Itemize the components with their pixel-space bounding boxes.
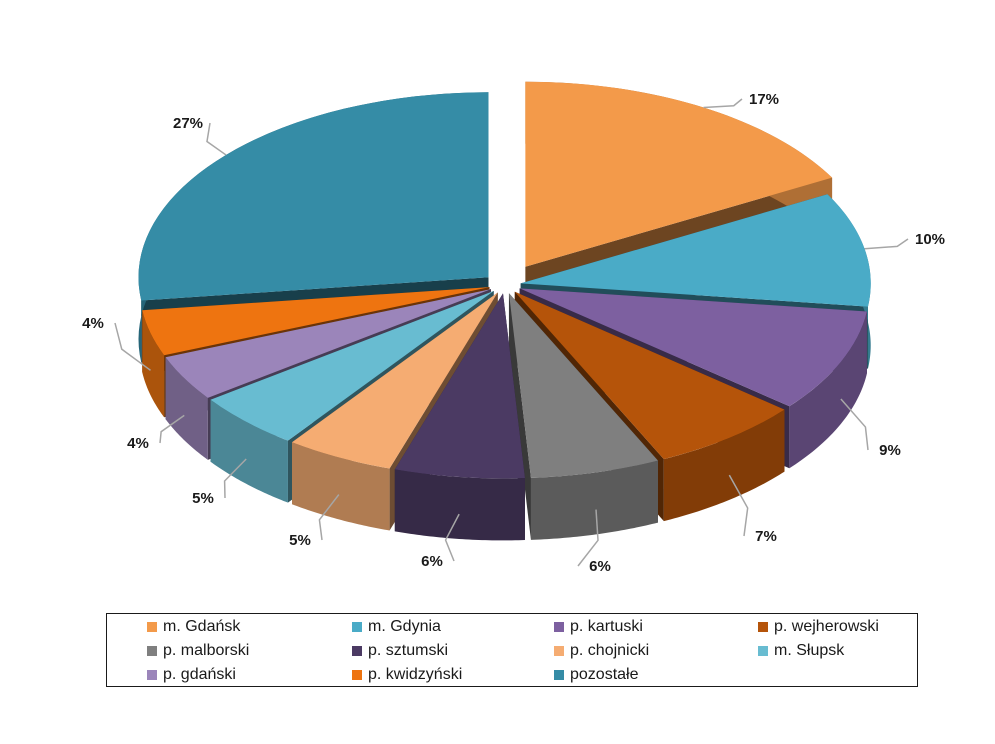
legend-item-1: m. Gdańsk — [147, 616, 240, 638]
legend-label: m. Gdańsk — [163, 618, 241, 635]
leader-line — [728, 474, 749, 537]
legend-label: p. wejherowski — [774, 618, 879, 635]
pie-slice-6 — [394, 293, 525, 541]
legend-item-4: p. wejherowski — [758, 616, 879, 638]
legend-swatch — [758, 622, 768, 632]
data-label-1: 17% — [749, 91, 779, 108]
legend-label: m. Gdynia — [368, 618, 441, 635]
legend-label: pozostałe — [570, 666, 639, 683]
pie-slice-5 — [508, 293, 659, 540]
legend-label: p. gdański — [163, 666, 236, 683]
leader-line — [703, 98, 743, 109]
leader-line — [840, 398, 869, 451]
legend-label: p. sztumski — [368, 642, 449, 659]
legend-label: m. Słupsk — [774, 642, 845, 659]
legend-item-3: p. kartuski — [554, 616, 643, 638]
legend-item-6: p. sztumski — [352, 640, 448, 662]
legend-swatch — [147, 622, 157, 632]
data-label-7: 5% — [289, 532, 311, 549]
legend-item-5: p. malborski — [147, 640, 249, 662]
data-label-8: 5% — [192, 490, 214, 507]
legend-item-8: m. Słupsk — [758, 640, 844, 662]
leader-line — [159, 414, 185, 444]
legend-swatch — [554, 646, 564, 656]
data-label-5: 6% — [589, 558, 611, 575]
legend-swatch — [147, 646, 157, 656]
data-label-10: 4% — [82, 315, 104, 332]
leader-line — [206, 122, 227, 156]
legend-item-2: m. Gdynia — [352, 616, 441, 638]
legend-swatch — [352, 622, 362, 632]
leader-line — [864, 238, 909, 250]
legend-swatch — [352, 670, 362, 680]
data-label-3: 9% — [879, 442, 901, 459]
legend-item-9: p. gdański — [147, 664, 236, 686]
legend-swatch — [352, 646, 362, 656]
legend-item-7: p. chojnicki — [554, 640, 649, 662]
data-label-2: 10% — [915, 231, 945, 248]
legend-swatch — [554, 622, 564, 632]
legend-label: p. kartuski — [570, 618, 643, 635]
legend: m. Gdańsk m. Gdynia p. kartuski p. wejherow… — [106, 613, 918, 687]
data-label-9: 4% — [127, 435, 149, 452]
data-label-6: 6% — [421, 553, 443, 570]
leader-line — [577, 509, 599, 567]
data-label-4: 7% — [755, 528, 777, 545]
legend-swatch — [758, 646, 768, 656]
leader-line — [318, 494, 340, 541]
legend-item-11: pozostałe — [554, 664, 639, 686]
legend-label: p. malborski — [163, 642, 250, 659]
legend-swatch — [554, 670, 564, 680]
leader-line — [444, 513, 460, 562]
legend-label: p. chojnicki — [570, 642, 650, 659]
data-label-11: 27% — [173, 115, 203, 132]
legend-swatch — [147, 670, 157, 680]
legend-item-10: p. kwidzyński — [352, 664, 462, 686]
leader-line — [223, 458, 247, 499]
leader-line — [114, 322, 151, 371]
legend-label: p. kwidzyński — [368, 666, 463, 683]
